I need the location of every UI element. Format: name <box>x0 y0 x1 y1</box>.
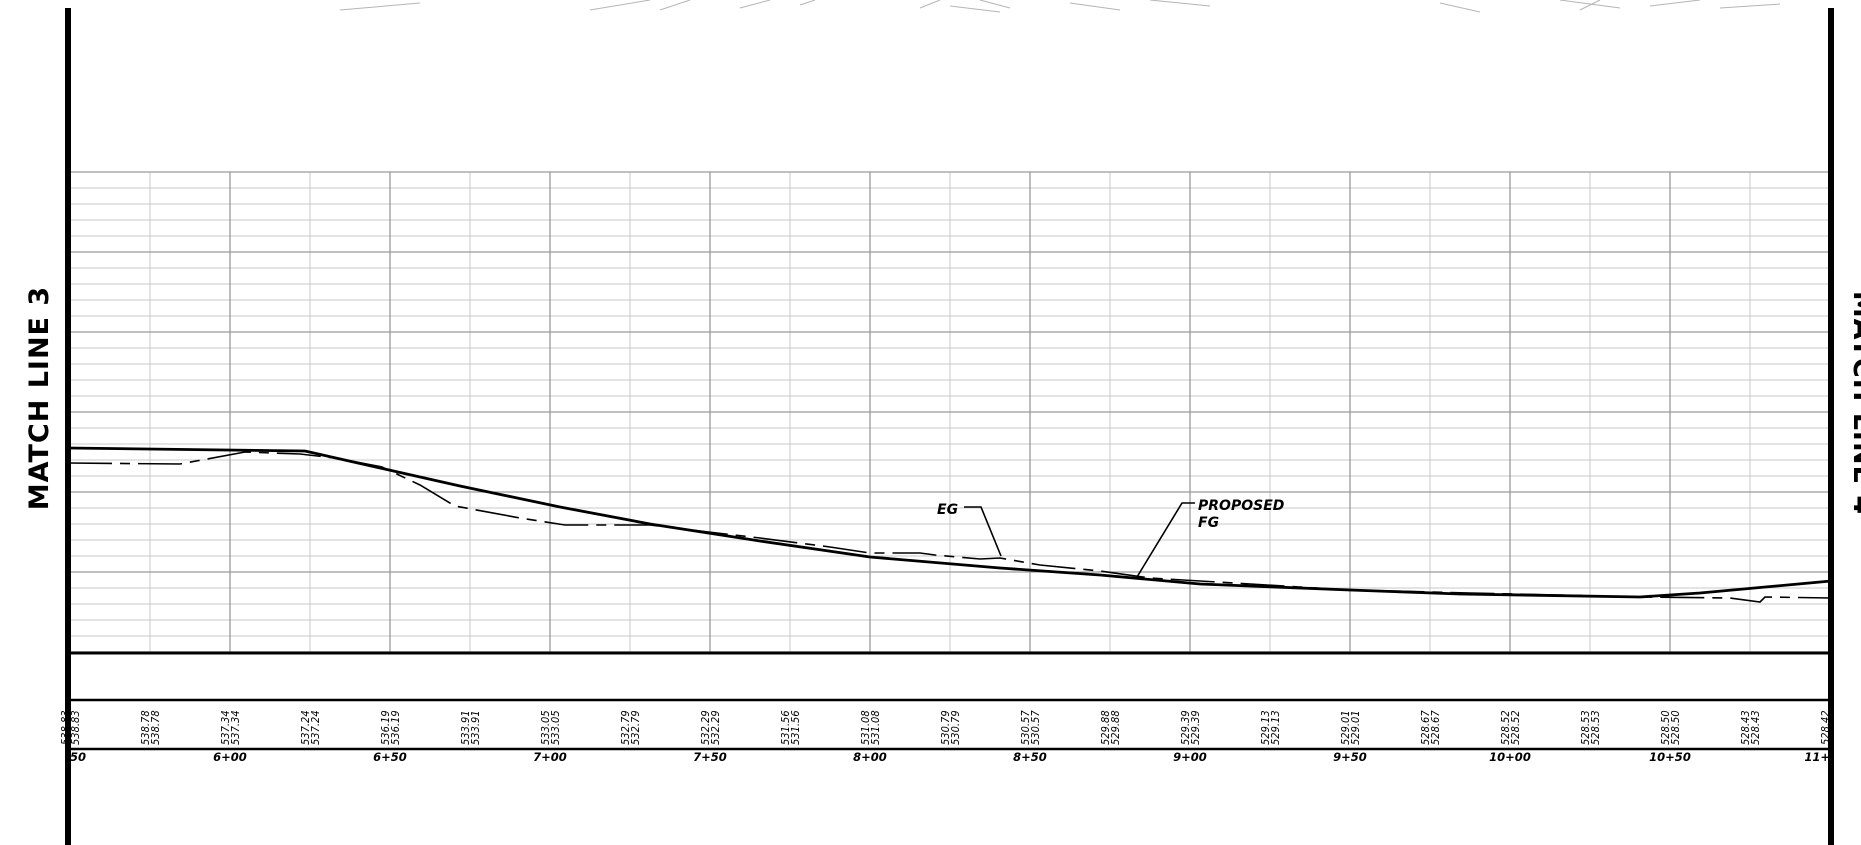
grid-fine <box>70 172 1829 653</box>
existing-elevation: 529.01 <box>1349 710 1362 745</box>
elevation-label: 538.83538.83 <box>59 710 82 745</box>
elevation-label: 528.50528.50 <box>1659 710 1682 745</box>
proposed-elevation: 537.24 <box>299 710 312 745</box>
existing-elevation: 528.52 <box>1509 710 1522 745</box>
eg-callout-label: EG <box>937 502 958 518</box>
station-labels: 50 6+00 6+50 7+00 7+50 8+00 8+50 9+00 9+50 10+00 1… <box>70 750 1830 764</box>
elevation-label: 533.05533.05 <box>539 710 562 745</box>
proposed-elevation: 531.08 <box>859 710 872 745</box>
match-line-right-label: MATCH LINE 4 <box>1847 291 1861 515</box>
elevation-label: 537.34537.34 <box>219 710 242 745</box>
proposed-elevation: 530.79 <box>939 710 952 745</box>
existing-elevation: 530.79 <box>949 710 962 745</box>
station-label: 11+ <box>1804 750 1830 764</box>
existing-elevation: 529.13 <box>1269 710 1282 745</box>
existing-elevation: 529.39 <box>1189 710 1202 745</box>
station-label: 10+50 <box>1649 750 1691 764</box>
proposed-elevation: 528.53 <box>1579 710 1592 745</box>
existing-elevation: 537.24 <box>309 710 322 745</box>
elevation-label: 528.67528.67 <box>1419 710 1442 745</box>
proposed-elevation: 530.57 <box>1019 710 1032 745</box>
existing-elevation: 531.08 <box>869 710 882 745</box>
elevation-label: 533.91533.91 <box>459 710 482 745</box>
existing-elevation: 536.19 <box>389 710 402 745</box>
proposed-elevation: 528.42 <box>1819 710 1832 745</box>
proposed-elevation: 533.91 <box>459 710 472 745</box>
elevation-label: 537.24537.24 <box>299 710 322 745</box>
existing-elevation: 528.67 <box>1429 710 1442 745</box>
proposed-elevation: 532.29 <box>699 710 712 745</box>
background-linework <box>339 0 1781 13</box>
existing-elevation: 532.79 <box>629 710 642 745</box>
proposed-elevation: 532.79 <box>619 710 632 745</box>
elevation-label: 528.53528.53 <box>1579 710 1602 745</box>
eg-callout: EG <box>937 502 1002 557</box>
elevation-label: 536.19536.19 <box>379 710 402 745</box>
proposed-elevation: 529.88 <box>1099 710 1112 745</box>
elevation-label: 529.13529.13 <box>1259 710 1282 745</box>
elevation-label: 532.79532.79 <box>619 710 642 745</box>
station-label: 6+00 <box>213 750 247 764</box>
proposed-elevation: 529.13 <box>1259 710 1272 745</box>
existing-elevation: 528.43 <box>1749 710 1762 745</box>
proposed-fg-callout: PROPOSED FG <box>1136 498 1284 578</box>
elevation-label: 528.42 <box>1819 710 1832 745</box>
elevation-label: 529.39529.39 <box>1179 710 1202 745</box>
proposed-elevation: 528.43 <box>1739 710 1752 745</box>
station-label: 8+00 <box>853 750 887 764</box>
proposed-elevation: 528.50 <box>1659 710 1672 745</box>
match-line-left-label: MATCH LINE 3 <box>24 286 55 510</box>
elevation-labels: 538.83538.83 538.78538.78 537.34537.34 537.… <box>59 710 1832 745</box>
proposed-elevation: 538.83 <box>59 710 72 745</box>
proposed-elevation: 533.05 <box>539 710 552 745</box>
existing-elevation: 531.56 <box>789 710 802 745</box>
station-label: 9+00 <box>1173 750 1207 764</box>
elevation-label: 531.08531.08 <box>859 710 882 745</box>
proposed-elevation: 528.67 <box>1419 710 1432 745</box>
station-label: 10+00 <box>1489 750 1531 764</box>
elevation-label: 529.01529.01 <box>1339 710 1362 745</box>
existing-elevation: 538.83 <box>69 710 82 745</box>
existing-elevation: 530.57 <box>1029 710 1042 745</box>
proposed-fg-callout-label-line1: PROPOSED <box>1198 498 1284 514</box>
elevation-label: 529.88529.88 <box>1099 710 1122 745</box>
existing-elevation: 533.91 <box>469 710 482 745</box>
proposed-elevation: 536.19 <box>379 710 392 745</box>
elevation-label: 538.78538.78 <box>139 710 162 745</box>
existing-elevation: 538.78 <box>149 710 162 745</box>
station-label: 50 <box>70 750 86 764</box>
proposed-elevation: 529.39 <box>1179 710 1192 745</box>
elevation-label: 532.29532.29 <box>699 710 722 745</box>
station-label: 9+50 <box>1333 750 1367 764</box>
proposed-elevation: 537.34 <box>219 710 232 745</box>
elevation-label: 530.79530.79 <box>939 710 962 745</box>
proposed-elevation: 528.52 <box>1499 710 1512 745</box>
existing-elevation: 528.53 <box>1589 710 1602 745</box>
existing-elevation: 537.34 <box>229 710 242 745</box>
elevation-label: 528.43528.43 <box>1739 710 1762 745</box>
proposed-elevation: 531.56 <box>779 710 792 745</box>
existing-elevation: 533.05 <box>549 710 562 745</box>
proposed-grade-line <box>67 446 1832 599</box>
elevation-label: 531.56531.56 <box>779 710 802 745</box>
station-label: 6+50 <box>373 750 407 764</box>
existing-elevation: 529.88 <box>1109 710 1122 745</box>
existing-elevation: 528.50 <box>1669 710 1682 745</box>
proposed-fg-callout-label-line2: FG <box>1198 515 1219 531</box>
station-label: 7+00 <box>533 750 567 764</box>
elevation-label: 530.57530.57 <box>1019 710 1042 745</box>
elevation-label: 528.52528.52 <box>1499 710 1522 745</box>
station-label: 7+50 <box>693 750 727 764</box>
proposed-elevation: 529.01 <box>1339 710 1352 745</box>
proposed-elevation: 538.78 <box>139 710 152 745</box>
existing-elevation: 532.29 <box>709 710 722 745</box>
station-label: 8+50 <box>1013 750 1047 764</box>
